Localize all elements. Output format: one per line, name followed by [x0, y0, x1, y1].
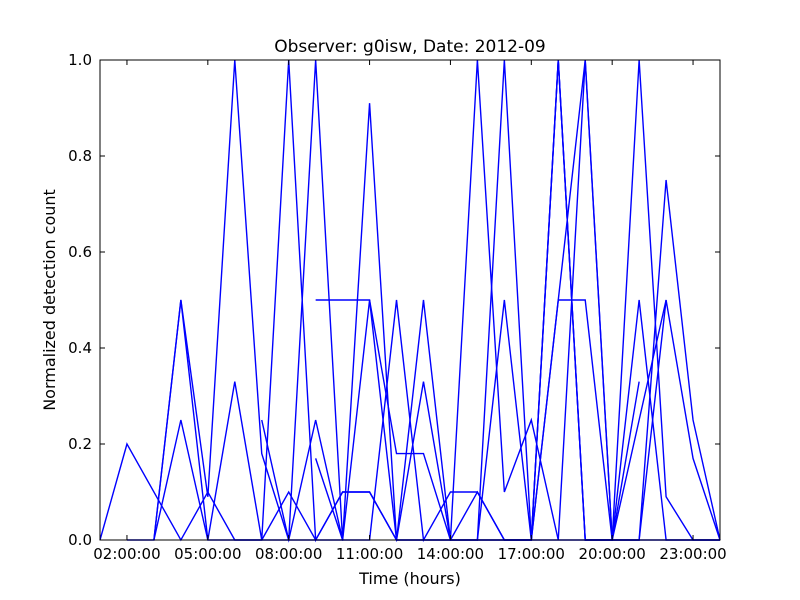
y-tick-label: 0.8	[68, 147, 92, 165]
x-tick-label: 08:00:00	[255, 545, 322, 563]
x-tick-label: 14:00:00	[417, 545, 484, 563]
plot-background	[100, 60, 720, 540]
y-tick-label: 0.6	[68, 243, 92, 261]
x-tick-label: 02:00:00	[93, 545, 160, 563]
x-tick-label: 05:00:00	[174, 545, 241, 563]
y-tick-label: 0.2	[68, 435, 92, 453]
chart-title: Observer: g0isw, Date: 2012-09	[274, 37, 546, 57]
y-tick-label: 0.4	[68, 339, 92, 357]
x-tick-label: 17:00:00	[498, 545, 565, 563]
x-tick-label: 23:00:00	[659, 545, 726, 563]
x-tick-label: 11:00:00	[336, 545, 403, 563]
x-axis-label: Time (hours)	[358, 569, 461, 588]
x-tick-label: 20:00:00	[578, 545, 645, 563]
y-tick-label: 0.0	[68, 531, 92, 549]
plot-area	[100, 60, 720, 540]
y-axis-label: Normalized detection count	[40, 189, 59, 411]
y-tick-label: 1.0	[68, 51, 92, 69]
